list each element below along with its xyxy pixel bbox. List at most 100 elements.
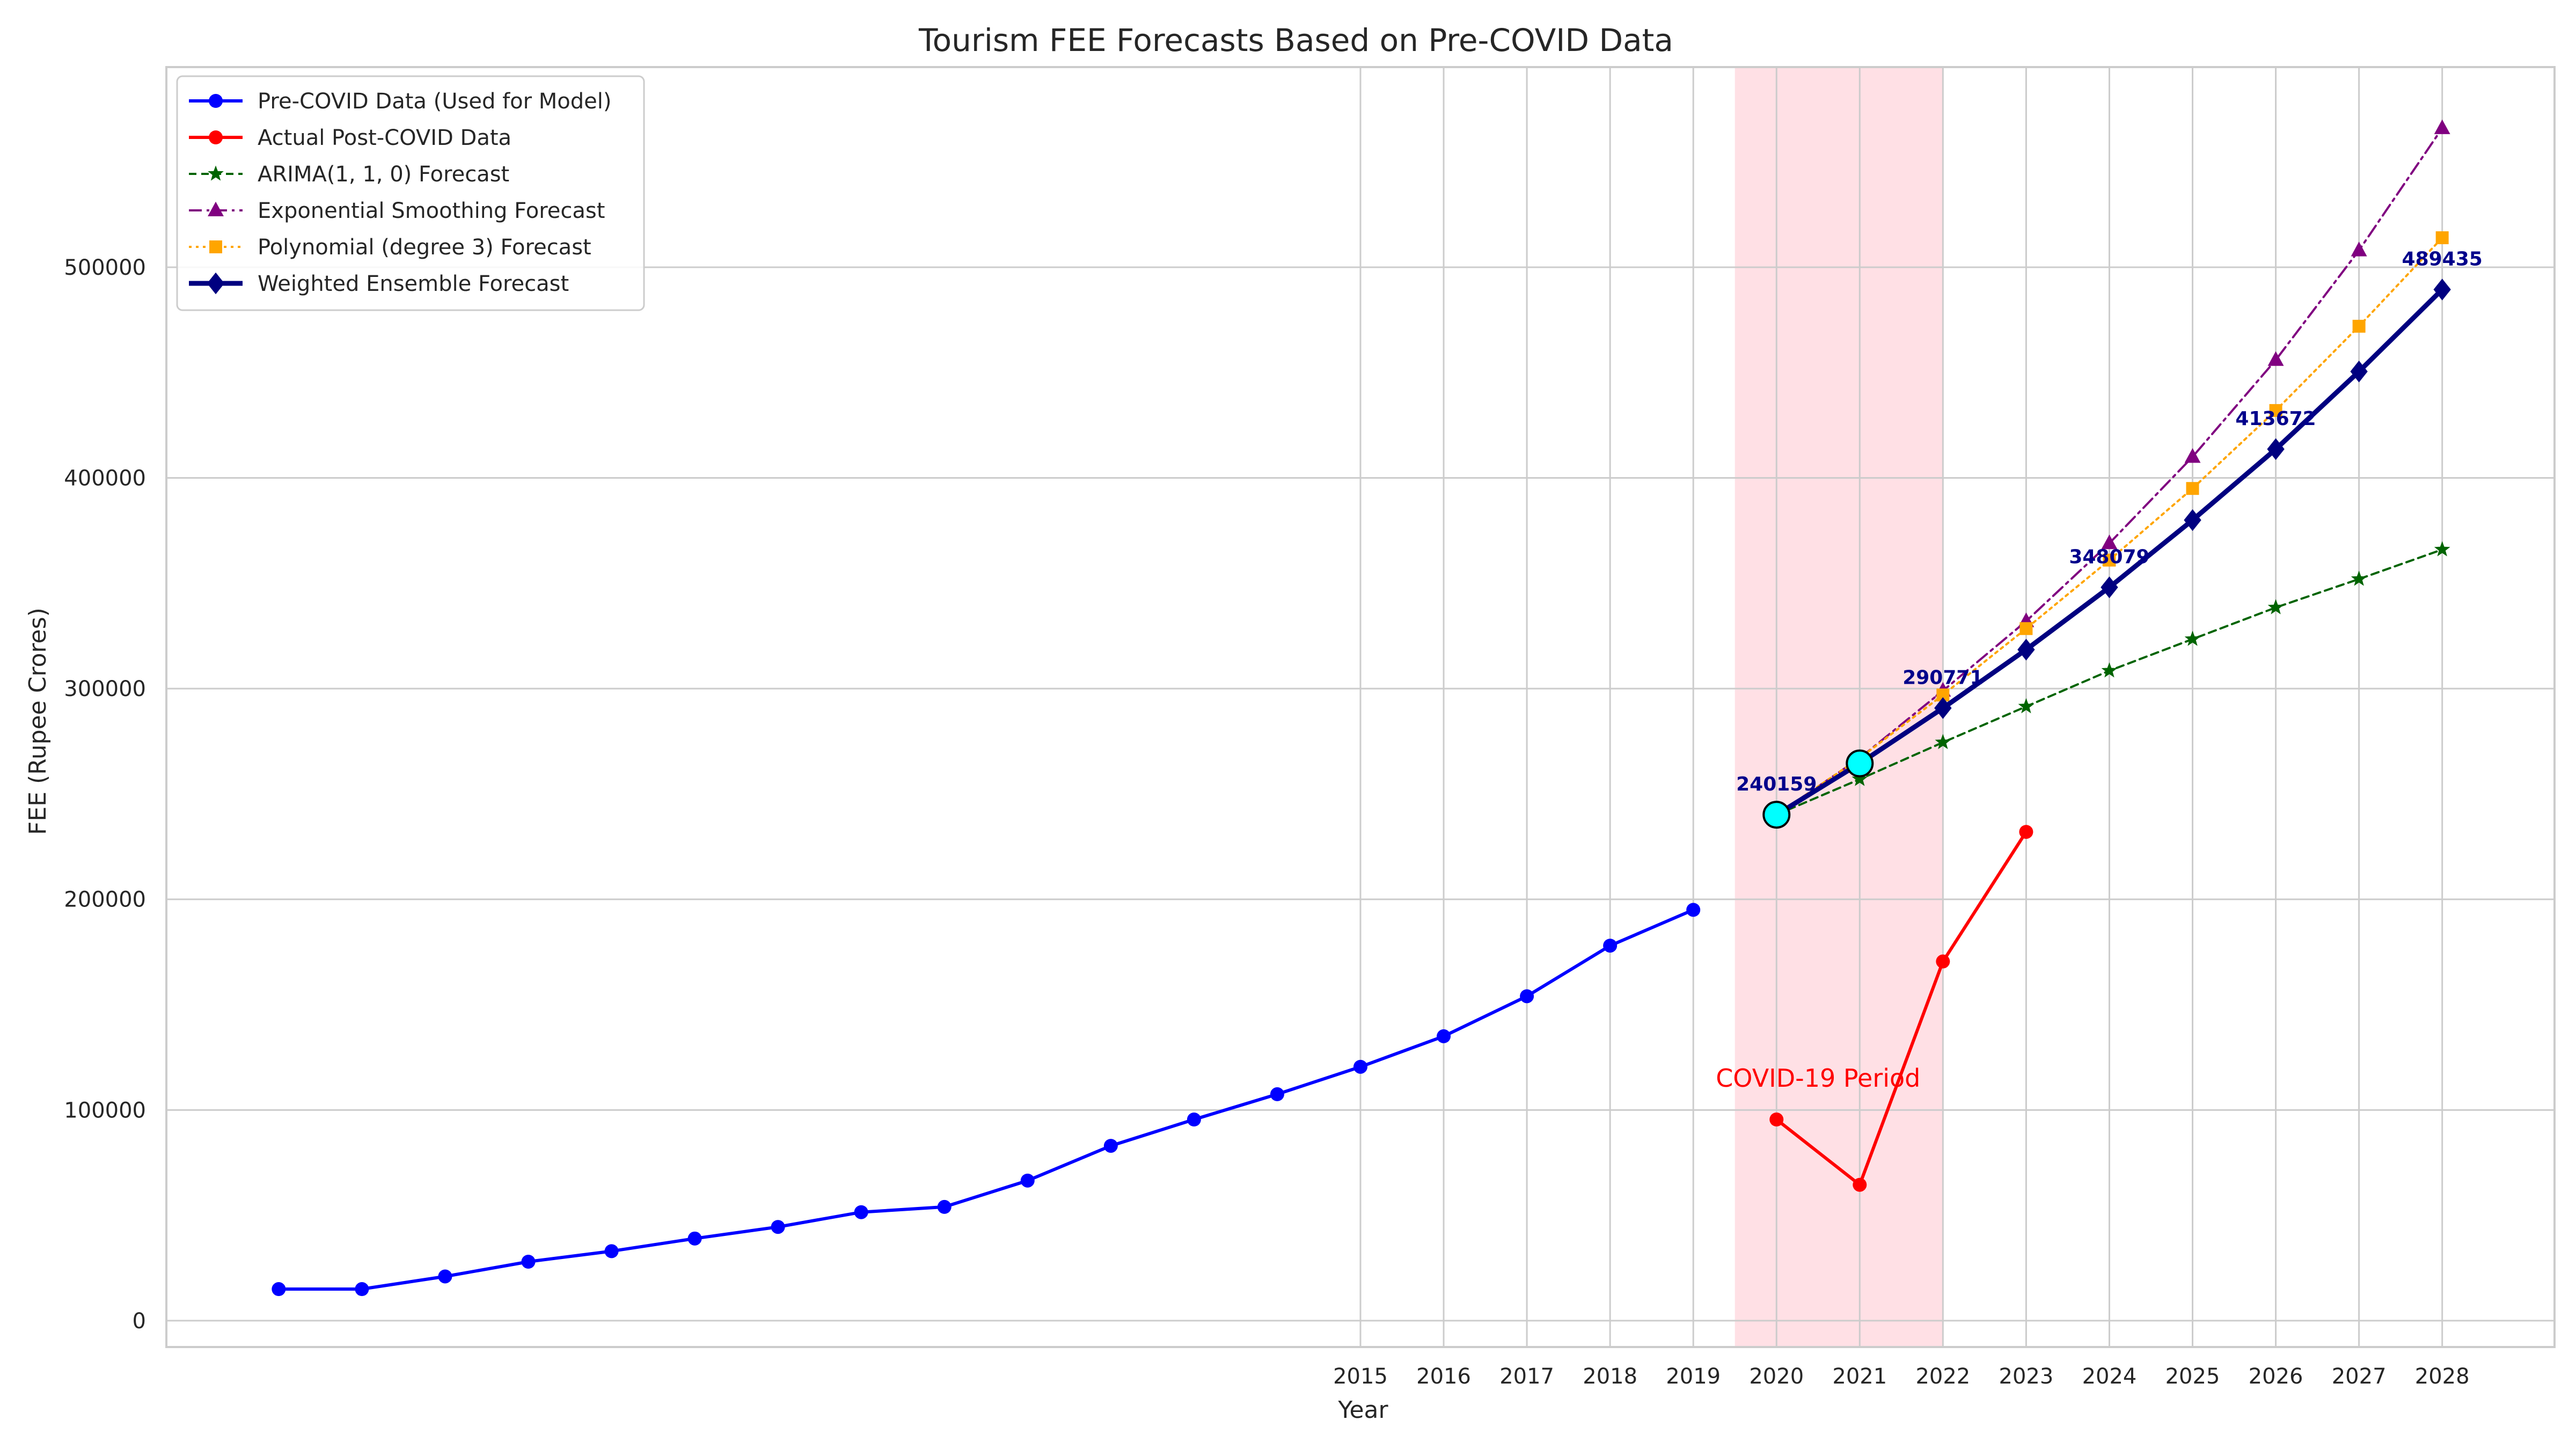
legend: Pre-COVID Data (Used for Model) Actual Po… [176, 75, 645, 311]
data-point [2101, 662, 2118, 678]
data-point [937, 1199, 952, 1214]
legend-item: Actual Post-COVID Data [189, 126, 511, 150]
legend-marker [209, 94, 223, 108]
data-point [1103, 1139, 1118, 1153]
data-point [1934, 697, 1952, 719]
data-point [2103, 553, 2116, 567]
data-point [2352, 319, 2366, 333]
data-point [438, 1269, 452, 1284]
highlight-point [1762, 801, 1791, 829]
data-point [2435, 231, 2449, 244]
data-point [2101, 535, 2118, 550]
x-tick-label: 2018 [1583, 1364, 1637, 1389]
data-point [1270, 1087, 1284, 1101]
legend-marker [209, 240, 222, 253]
x-tick-label: 2026 [2249, 1364, 2303, 1389]
legend-marker [209, 130, 223, 144]
plot-area: 0 100000 200000 300000 400000 500000 2015 2016 2… [64, 66, 2556, 1389]
legend-label: Pre-COVID Data (Used for Model) [258, 89, 612, 114]
data-point [2018, 698, 2035, 714]
y-tick-label: 200000 [64, 888, 146, 912]
data-point [687, 1231, 702, 1246]
series-2 [1769, 825, 2033, 1192]
data-point [604, 1244, 619, 1258]
data-point [1603, 939, 1618, 953]
x-axis-label: Year [1337, 1396, 1388, 1424]
data-point [1187, 1113, 1201, 1126]
y-tick-label: 300000 [64, 677, 146, 701]
chart-title: Tourism FEE Forecasts Based on Pre-COVID… [918, 22, 1673, 58]
data-point [1020, 1173, 1035, 1188]
data-point [1686, 903, 1701, 917]
covid-period-label: COVID-19 Period [1716, 1064, 1920, 1093]
series-line [1775, 830, 2028, 1187]
x-tick-label: 2023 [1999, 1364, 2054, 1389]
data-point [2267, 438, 2285, 460]
x-tick-label: 2019 [1666, 1364, 1721, 1389]
data-point [2184, 448, 2201, 463]
data-point [2267, 599, 2284, 614]
x-tick-label: 2022 [1915, 1364, 1970, 1389]
data-point [1520, 989, 1534, 1004]
x-tick-label: 2028 [2415, 1364, 2470, 1389]
covid-period-region [1735, 67, 1943, 1347]
data-point [2184, 631, 2201, 646]
x-tick-label: 2025 [2165, 1364, 2220, 1389]
x-tick-label: 2027 [2332, 1364, 2387, 1389]
data-point [1851, 771, 1868, 786]
data-point [2186, 482, 2199, 495]
data-point [771, 1220, 785, 1234]
legend-marker [208, 165, 224, 181]
data-point [2184, 509, 2201, 531]
legend-item: ARIMA(1, 1, 0) Forecast [189, 162, 509, 187]
data-label: 413672 [2235, 408, 2316, 430]
legend-label: Exponential Smoothing Forecast [258, 199, 605, 223]
legend-marker [208, 201, 224, 217]
x-tick-label: 2015 [1333, 1364, 1388, 1389]
legend-label: Actual Post-COVID Data [258, 126, 511, 150]
legend-item: Polynomial (degree 3) Forecast [189, 235, 591, 260]
legend-item: Exponential Smoothing Forecast [189, 199, 605, 223]
legend-item: Weighted Ensemble Forecast [189, 272, 569, 296]
series-line [277, 908, 1695, 1291]
data-point [1853, 1177, 1867, 1192]
x-tick-label: 2017 [1499, 1364, 1554, 1389]
legend-label: Polynomial (degree 3) Forecast [258, 235, 591, 260]
data-point [1437, 1029, 1451, 1043]
x-tick-label: 2020 [1749, 1364, 1804, 1389]
legend-item: Pre-COVID Data (Used for Model) [189, 89, 612, 114]
legend-label: ARIMA(1, 1, 0) Forecast [258, 162, 509, 187]
data-point [2019, 825, 2033, 839]
plot-frame [165, 66, 2556, 1348]
data-point [1936, 954, 1950, 969]
data-point [2019, 622, 2033, 635]
y-tick-label: 100000 [64, 1098, 146, 1123]
data-point [2269, 404, 2282, 417]
data-label: 290771 [1902, 667, 1983, 689]
x-tick-label: 2021 [1832, 1364, 1887, 1389]
y-axis-label: FEE (Rupee Crores) [24, 608, 52, 835]
data-point [854, 1205, 868, 1219]
y-tick-label: 400000 [64, 466, 146, 491]
data-point [1353, 1059, 1367, 1074]
data-label: 348079 [2069, 546, 2149, 568]
series-1 [272, 903, 1701, 1297]
legend-box [176, 75, 645, 311]
data-point [521, 1255, 536, 1269]
data-point [1769, 1113, 1784, 1126]
data-point [2433, 279, 2451, 301]
data-point [2101, 576, 2118, 598]
x-tick-label: 2024 [2082, 1364, 2137, 1389]
x-tick-label: 2016 [1416, 1364, 1471, 1389]
data-label: 489435 [2402, 248, 2483, 270]
data-point [1935, 734, 1951, 749]
data-point [2434, 119, 2450, 134]
data-point [2350, 361, 2368, 383]
data-point [272, 1282, 286, 1297]
legend-marker [207, 272, 225, 295]
data-point [2017, 639, 2035, 661]
data-point [2351, 241, 2367, 257]
highlight-point [1846, 749, 1874, 778]
